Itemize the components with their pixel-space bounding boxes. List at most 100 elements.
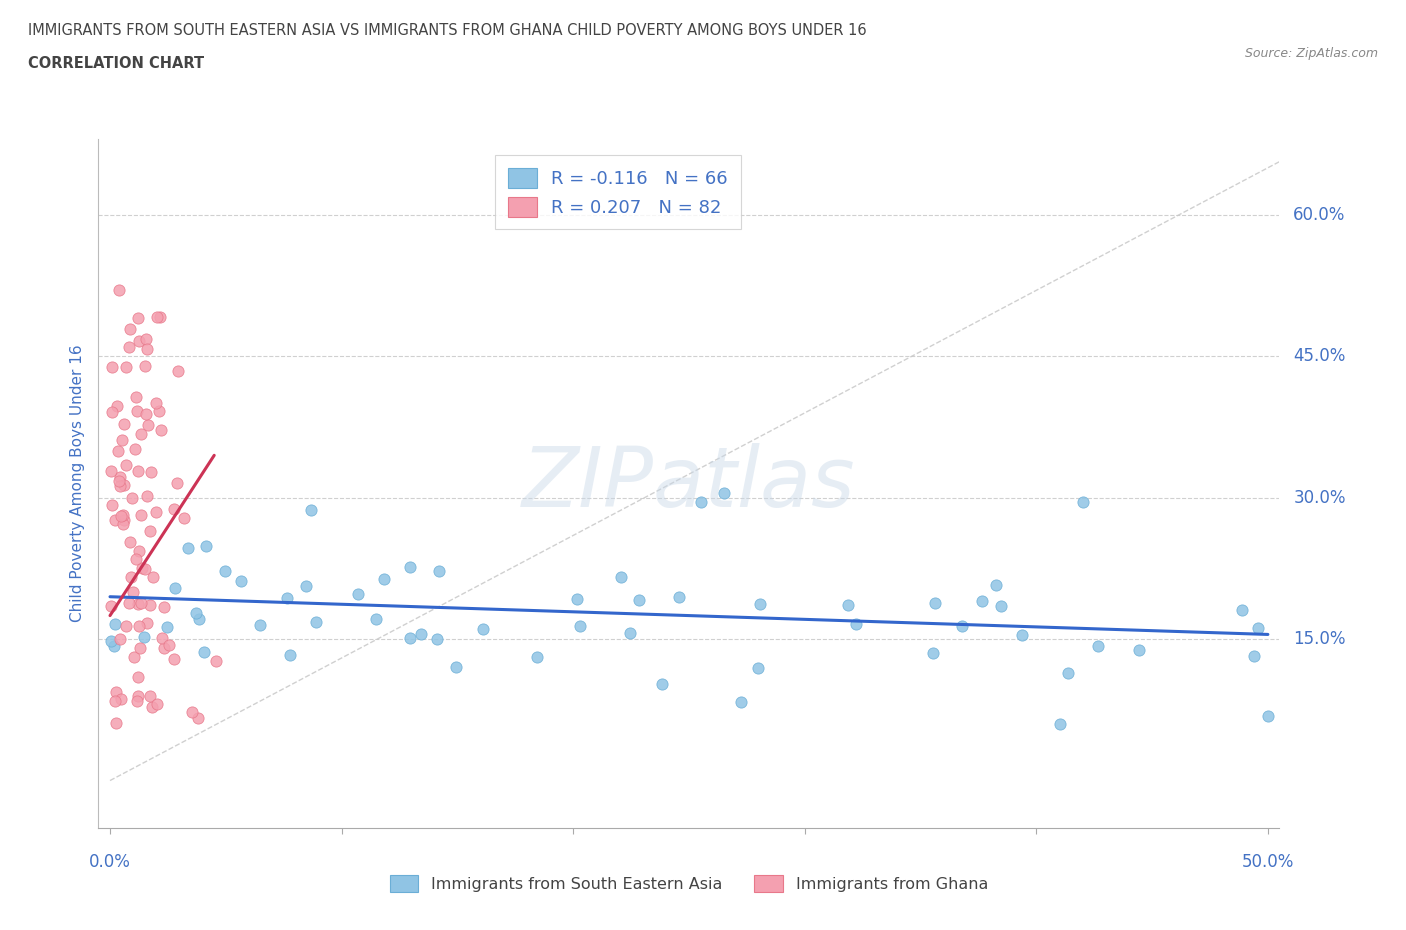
Point	[124, 649, 146, 664]
Point	[278, 647, 301, 662]
Point	[150, 631, 173, 645]
Point	[100, 633, 122, 648]
Point	[399, 560, 422, 575]
Point	[186, 605, 208, 620]
Point	[229, 574, 252, 589]
Point	[610, 569, 633, 584]
Point	[125, 694, 148, 709]
Point	[131, 596, 153, 611]
Point	[128, 464, 150, 479]
Point	[180, 704, 202, 719]
Point	[135, 332, 157, 347]
Point	[111, 508, 134, 523]
Point	[426, 631, 449, 646]
Point	[526, 650, 548, 665]
Point	[115, 618, 138, 633]
Point	[112, 477, 135, 492]
Point	[1071, 495, 1094, 510]
Point	[139, 688, 162, 703]
Point	[472, 622, 495, 637]
Point	[1087, 639, 1109, 654]
Point	[134, 629, 156, 644]
Point	[110, 509, 132, 524]
Point	[145, 505, 167, 520]
Point	[249, 618, 271, 632]
Point	[214, 564, 236, 578]
Y-axis label: Child Poverty Among Boys Under 16: Child Poverty Among Boys Under 16	[70, 345, 86, 622]
Point	[135, 489, 157, 504]
Point	[166, 475, 188, 490]
Point	[173, 511, 195, 525]
Point	[118, 322, 141, 337]
Point	[399, 631, 422, 645]
Point	[107, 444, 129, 458]
Point	[148, 404, 170, 418]
Point	[689, 495, 711, 510]
Point	[118, 595, 141, 610]
Point	[149, 310, 172, 325]
Text: ZIPatlas: ZIPatlas	[522, 443, 856, 525]
Point	[138, 597, 160, 612]
Point	[108, 283, 131, 298]
Point	[128, 641, 150, 656]
Point	[131, 561, 153, 576]
Point	[110, 631, 132, 646]
Point	[193, 644, 215, 659]
Point	[651, 677, 673, 692]
Point	[146, 697, 169, 711]
Point	[100, 463, 122, 478]
Point	[205, 654, 228, 669]
Point	[1257, 709, 1279, 724]
Point	[122, 584, 145, 599]
Point	[141, 700, 163, 715]
Point	[135, 616, 157, 631]
Point	[921, 645, 943, 660]
Point	[188, 612, 211, 627]
Point	[127, 596, 149, 611]
Point	[427, 564, 450, 578]
Point	[118, 535, 141, 550]
Point	[117, 339, 139, 354]
Legend: Immigrants from South Eastern Asia, Immigrants from Ghana: Immigrants from South Eastern Asia, Immi…	[384, 869, 994, 899]
Point	[135, 342, 157, 357]
Text: 15.0%: 15.0%	[1294, 631, 1346, 648]
Point	[163, 651, 186, 666]
Point	[115, 458, 138, 472]
Point	[111, 432, 134, 447]
Point	[139, 524, 162, 538]
Point	[1243, 649, 1265, 664]
Text: IMMIGRANTS FROM SOUTH EASTERN ASIA VS IMMIGRANTS FROM GHANA CHILD POVERTY AMONG : IMMIGRANTS FROM SOUTH EASTERN ASIA VS IM…	[28, 23, 866, 38]
Point	[104, 684, 127, 699]
Point	[299, 502, 322, 517]
Point	[276, 591, 298, 605]
Point	[619, 626, 641, 641]
Point	[108, 473, 131, 488]
Point	[373, 571, 395, 586]
Point	[628, 593, 651, 608]
Point	[713, 485, 735, 500]
Point	[115, 360, 138, 375]
Point	[127, 688, 149, 703]
Point	[101, 498, 124, 512]
Point	[108, 479, 131, 494]
Point	[1011, 627, 1033, 642]
Point	[157, 638, 180, 653]
Point	[104, 512, 127, 527]
Point	[145, 310, 167, 325]
Point	[110, 470, 132, 485]
Point	[163, 501, 186, 516]
Point	[103, 639, 125, 654]
Point	[127, 670, 149, 684]
Point	[153, 641, 176, 656]
Point	[112, 416, 135, 431]
Point	[129, 508, 152, 523]
Point	[155, 619, 177, 634]
Point	[120, 570, 142, 585]
Point	[105, 399, 128, 414]
Point	[194, 538, 217, 553]
Point	[110, 692, 132, 707]
Point	[124, 442, 146, 457]
Point	[103, 693, 125, 708]
Point	[1247, 620, 1270, 635]
Point	[565, 591, 588, 606]
